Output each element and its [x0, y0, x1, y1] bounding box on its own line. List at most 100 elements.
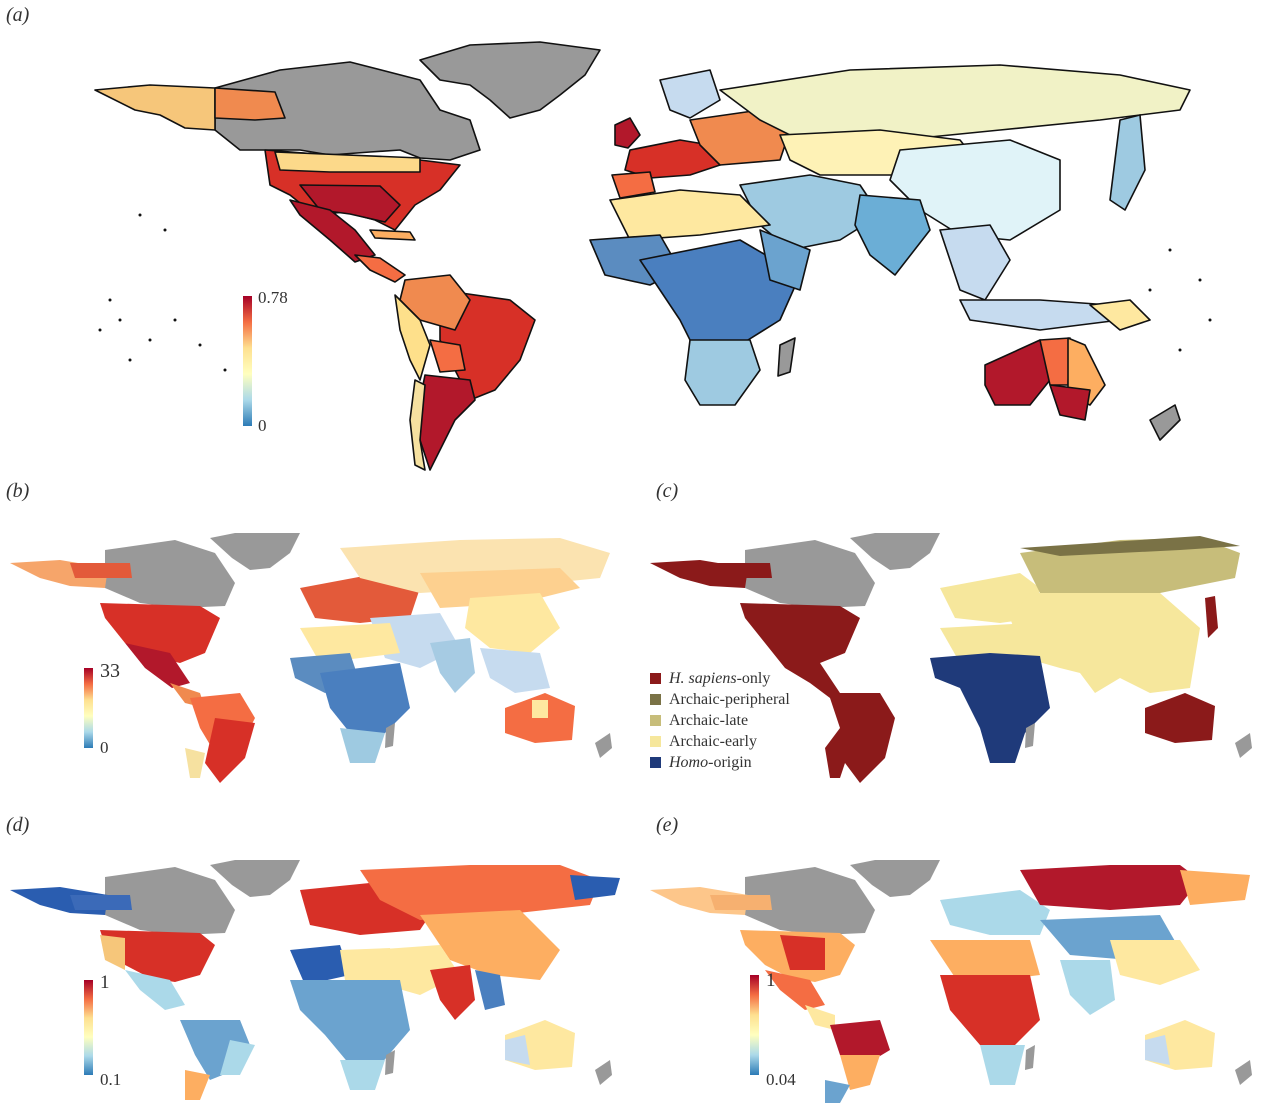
- americas: [740, 603, 895, 783]
- mexico: [765, 970, 825, 1010]
- europe: [940, 890, 1050, 935]
- western-canada: [710, 563, 772, 578]
- china: [1110, 940, 1200, 985]
- australia-southeast: [1049, 384, 1091, 421]
- legend-label: -origin: [708, 753, 752, 771]
- legend-label: Archaic-late: [669, 711, 749, 729]
- south-asia: [1060, 960, 1115, 1015]
- colorbar-a: [243, 296, 252, 426]
- sahara: [290, 945, 350, 985]
- amazon: [830, 1020, 890, 1065]
- panel-b: (b): [0, 478, 640, 788]
- russia: [360, 865, 600, 920]
- north-africa: [940, 623, 1040, 663]
- legend-item-archaic-early: Archaic-early: [650, 731, 790, 752]
- brazil: [205, 718, 255, 783]
- colorbar-b: [84, 668, 93, 748]
- colorbar-e-max: 1: [766, 970, 776, 991]
- east-siberia: [570, 875, 620, 900]
- legend-swatch: [650, 673, 661, 684]
- africa-central: [940, 975, 1040, 1050]
- east-africa: [759, 229, 811, 291]
- world-map-a: [94, 41, 1212, 471]
- western-canada: [70, 895, 132, 910]
- southeast-asia: [480, 648, 550, 693]
- world-map-b: [10, 533, 612, 783]
- africa-south: [340, 1060, 385, 1090]
- panel-e-label: (e): [656, 814, 679, 836]
- greenland: [850, 533, 940, 570]
- southern-cone: [185, 1070, 210, 1100]
- australia-west: [505, 1035, 530, 1065]
- legend-swatch: [650, 715, 661, 726]
- pacific-islands: [98, 213, 1212, 372]
- colorbar-d: [84, 980, 93, 1075]
- legend-item-homo-origin: Homo-origin: [650, 752, 790, 773]
- north-africa: [300, 623, 400, 663]
- alaska: [94, 84, 216, 131]
- asia: [1010, 593, 1200, 693]
- africa-south: [980, 1045, 1025, 1085]
- canada: [745, 867, 875, 935]
- panel-a: (a): [0, 0, 1280, 475]
- colorbar-e-min: 0.04: [766, 1070, 796, 1089]
- western-canada: [70, 563, 132, 578]
- western-eurasia: [940, 573, 1040, 623]
- asia: [420, 910, 560, 980]
- greenland: [210, 860, 300, 897]
- legend-label: Archaic-peripheral: [669, 690, 790, 708]
- madagascar: [777, 337, 796, 377]
- colorbar-e: [750, 975, 759, 1075]
- africa-central: [320, 663, 410, 738]
- legend-item-h-sapiens-only: H. sapiens-only: [650, 668, 790, 689]
- colorbar-d-max: 1: [100, 972, 110, 993]
- india: [430, 638, 475, 693]
- legend-label-italic: Homo: [669, 753, 709, 771]
- usa-west: [100, 935, 125, 970]
- caribbean: [369, 229, 416, 241]
- australia: [1145, 693, 1215, 743]
- madagascar: [1025, 1045, 1035, 1070]
- world-map-d: [10, 860, 620, 1100]
- new-zealand: [1149, 404, 1181, 441]
- chile: [409, 379, 426, 471]
- patagonia: [825, 1080, 850, 1103]
- western-europe: [624, 139, 721, 179]
- africa: [930, 653, 1050, 763]
- legend-item-archaic-peripheral: Archaic-peripheral: [650, 689, 790, 710]
- india: [430, 965, 475, 1020]
- japan: [1205, 596, 1218, 638]
- legend-swatch: [650, 757, 661, 768]
- new-zealand: [595, 733, 612, 758]
- greenland: [210, 533, 300, 570]
- panel-b-label: (b): [6, 480, 30, 502]
- canada: [745, 540, 875, 608]
- panel-d-label: (d): [6, 814, 30, 836]
- mexico: [125, 643, 190, 688]
- colorbar-b-max: 33: [100, 660, 120, 682]
- argentina: [419, 374, 476, 471]
- usa-central: [780, 935, 825, 970]
- panel-c: (c) H. sapiens-only Archaic-periphe: [640, 478, 1280, 788]
- colorbar-a-min: 0: [258, 416, 267, 435]
- africa: [290, 980, 410, 1065]
- australia-west: [1145, 1035, 1170, 1065]
- legend-label: -only: [736, 669, 771, 687]
- madagascar: [1025, 723, 1035, 748]
- canada: [105, 540, 235, 608]
- africa-north: [930, 940, 1040, 985]
- colorbar-b-min: 0: [100, 738, 109, 757]
- scandinavia: [659, 69, 721, 119]
- southern-africa: [684, 339, 761, 406]
- uk: [614, 117, 641, 149]
- legend-label: Archaic-early: [669, 732, 757, 750]
- australia-west: [984, 339, 1051, 406]
- madagascar: [385, 1050, 395, 1075]
- mongolia-china: [889, 139, 1061, 241]
- southeast-asia: [475, 970, 505, 1010]
- usa-north: [274, 151, 421, 173]
- mongolia-china: [465, 593, 560, 653]
- greenland: [850, 860, 940, 897]
- panel-c-label: (c): [656, 480, 679, 502]
- western-canada: [214, 87, 286, 121]
